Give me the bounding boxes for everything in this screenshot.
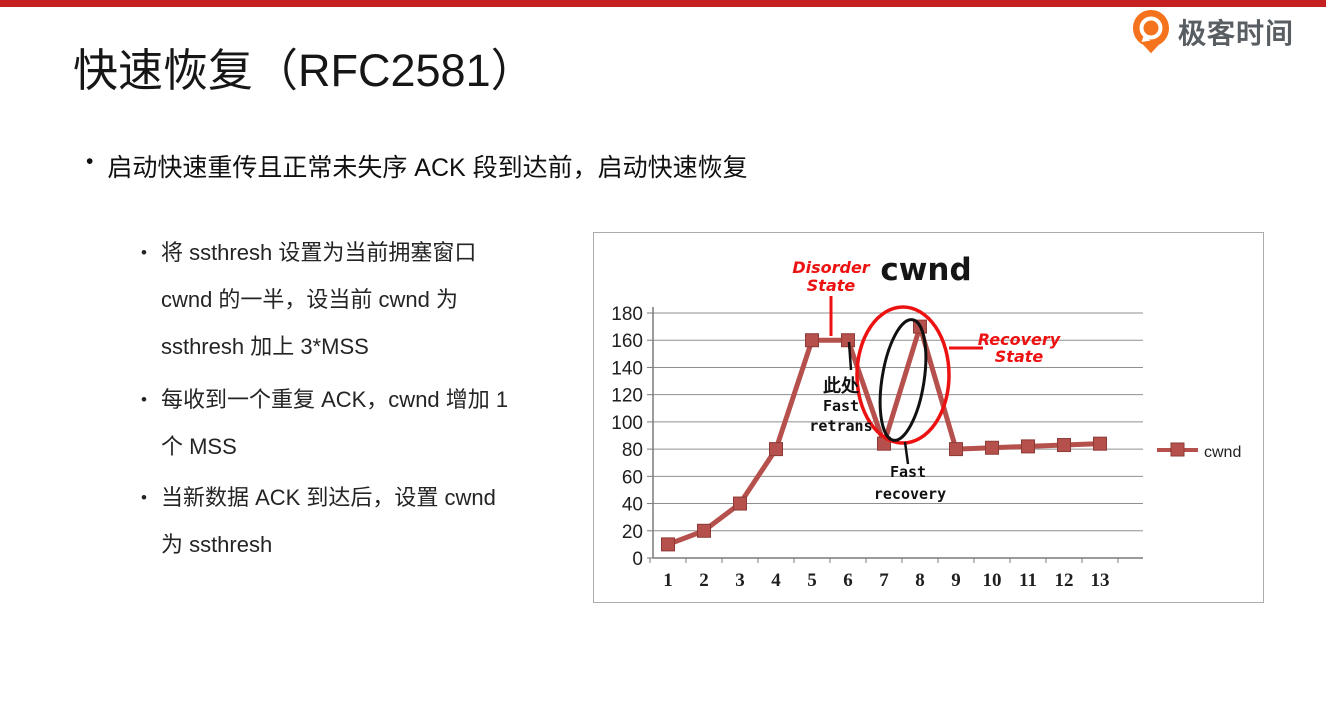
- sub-bullet-dup-ack: • 每收到一个重复 ACK，cwnd 增加 1 个 MSS: [141, 376, 508, 470]
- svg-text:Disorder: Disorder: [792, 258, 870, 277]
- svg-text:cwnd: cwnd: [1204, 444, 1241, 461]
- svg-text:retrans: retrans: [809, 417, 872, 435]
- svg-text:140: 140: [611, 358, 643, 379]
- sub-bullet-line: cwnd 的一半，设当前 cwnd 为: [160, 287, 459, 312]
- svg-text:100: 100: [611, 413, 643, 434]
- sub-bullet-line: ssthresh 加上 3*MSS: [160, 334, 369, 359]
- sub-bullet-line: 将 ssthresh 设置为当前拥塞窗口: [160, 240, 477, 265]
- svg-text:120: 120: [611, 386, 643, 407]
- svg-text:cwnd: cwnd: [880, 252, 971, 288]
- svg-text:10: 10: [983, 570, 1002, 591]
- geektime-logo[interactable]: 极客时间: [1132, 9, 1294, 54]
- geektime-logo-text: 极客时间: [1178, 17, 1295, 49]
- svg-text:Fast: Fast: [823, 397, 859, 415]
- page-title: 快速恢复（RFC2581）: [73, 45, 536, 96]
- geektime-logo-icon: [1133, 10, 1169, 54]
- main-bullet-text: 启动快速重传且正常未失序 ACK 段到达前，启动快速恢复: [107, 154, 748, 182]
- svg-text:11: 11: [1019, 570, 1037, 591]
- svg-text:12: 12: [1055, 570, 1074, 591]
- svg-text:8: 8: [915, 570, 925, 591]
- sub-bullet-ssthresh: • 将 ssthresh 设置为当前拥塞窗口 cwnd 的一半，设当前 cwnd…: [141, 229, 476, 370]
- cwnd-chart: 0 20 40 60 80 100 120 140 160 180 1 2 3 4 5 6 7 8 9 10 11 12 1…: [593, 232, 1264, 603]
- svg-text:180: 180: [611, 304, 643, 325]
- svg-text:0: 0: [632, 549, 643, 570]
- top-red-bar: [0, 0, 1326, 7]
- sub-bullet-line: 个 MSS: [160, 434, 237, 459]
- svg-text:6: 6: [843, 570, 853, 591]
- svg-text:5: 5: [807, 570, 817, 591]
- sub-bullet-line: 当新数据 ACK 到达后，设置 cwnd: [160, 485, 496, 510]
- bullet-dot: •: [141, 243, 147, 262]
- svg-text:Fast: Fast: [890, 463, 926, 481]
- sub-bullet-line: 为 ssthresh: [160, 532, 273, 557]
- svg-text:4: 4: [771, 570, 781, 591]
- bullet-dot: •: [141, 390, 147, 409]
- sub-bullet-new-ack: • 当新数据 ACK 到达后，设置 cwnd 为 ssthresh: [141, 474, 496, 568]
- svg-text:80: 80: [622, 440, 643, 461]
- bullet-dot: •: [141, 488, 147, 507]
- bullet-dot: •: [86, 150, 94, 173]
- svg-text:State: State: [807, 276, 856, 295]
- svg-text:recovery: recovery: [874, 485, 946, 503]
- svg-text:160: 160: [611, 331, 643, 352]
- svg-text:此处: 此处: [823, 375, 860, 396]
- main-bullet: • 启动快速重传且正常未失序 ACK 段到达前，启动快速恢复: [86, 148, 748, 184]
- svg-text:Recovery: Recovery: [978, 330, 1061, 349]
- svg-text:40: 40: [622, 495, 643, 516]
- svg-text:State: State: [995, 347, 1044, 366]
- svg-text:1: 1: [663, 570, 673, 591]
- svg-text:9: 9: [951, 570, 961, 591]
- sub-bullet-line: 每收到一个重复 ACK，cwnd 增加 1: [160, 387, 509, 412]
- svg-text:2: 2: [699, 570, 709, 591]
- svg-text:3: 3: [735, 570, 745, 591]
- svg-text:60: 60: [622, 467, 643, 488]
- svg-text:7: 7: [879, 570, 889, 591]
- svg-text:13: 13: [1091, 570, 1110, 591]
- svg-text:20: 20: [622, 522, 643, 543]
